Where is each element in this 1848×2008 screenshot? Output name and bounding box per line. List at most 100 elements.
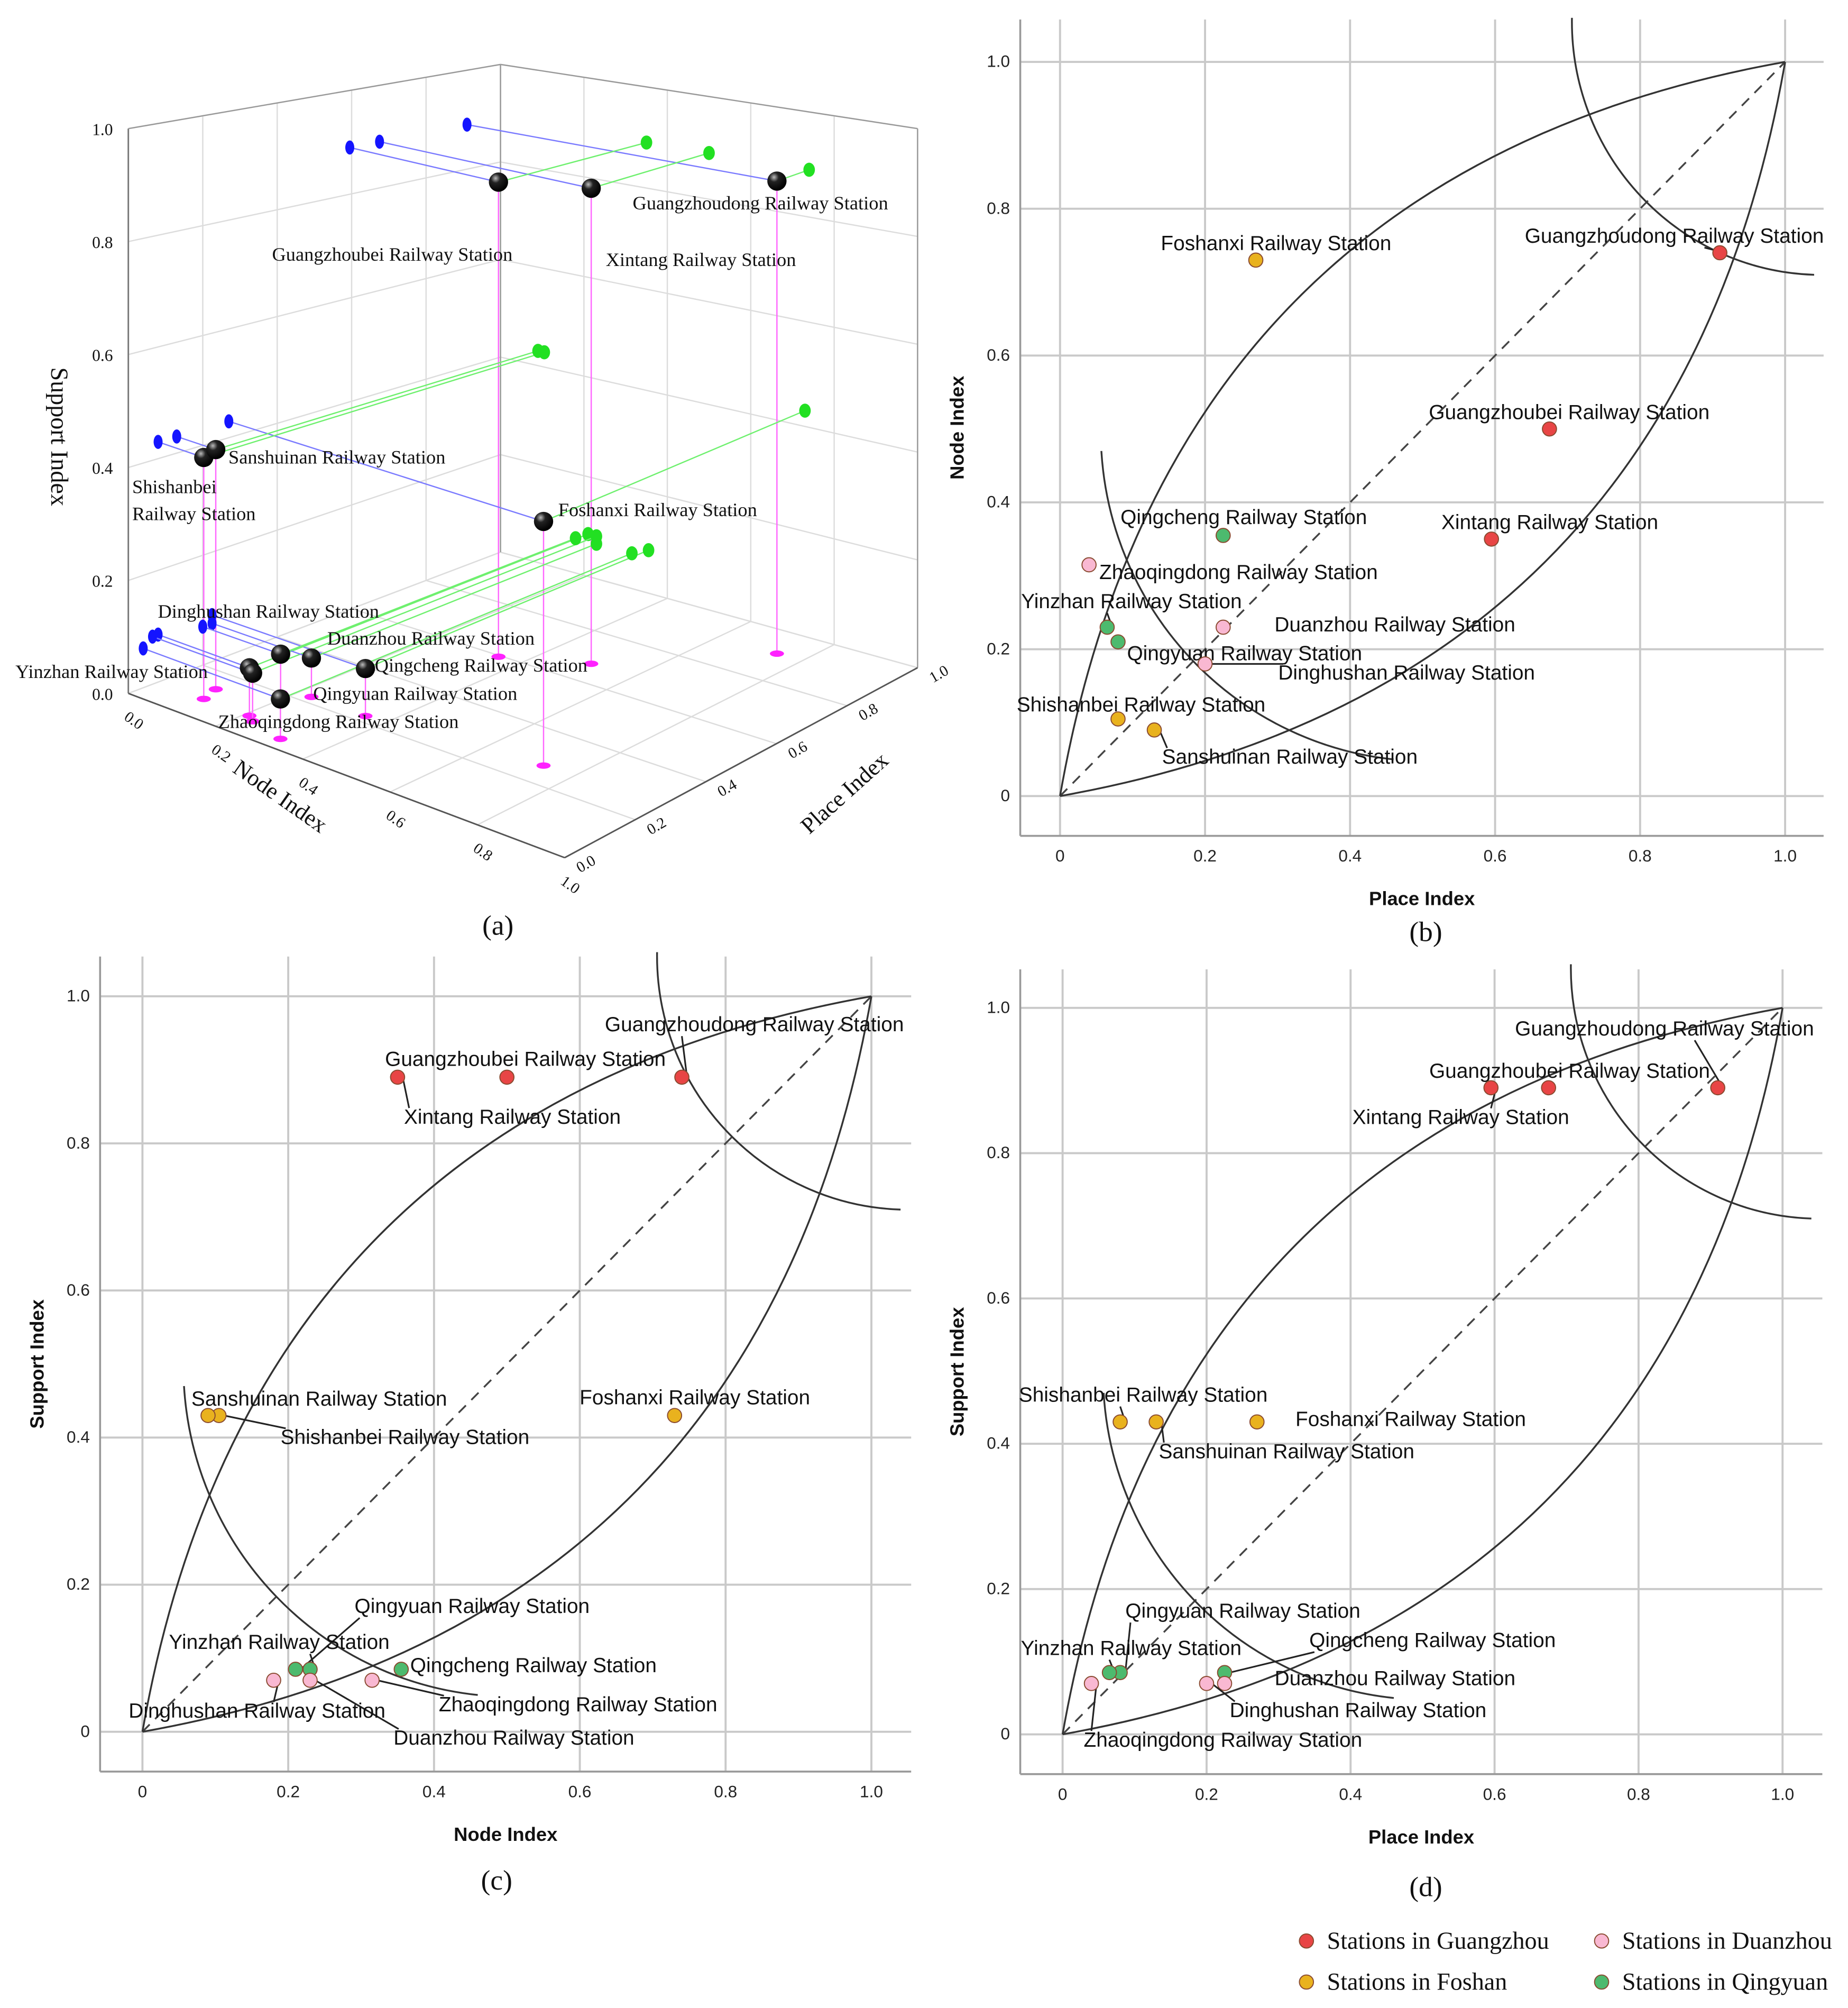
station-label: Foshanxi Railway Station	[1295, 1408, 1526, 1431]
projection-line-node-wall	[379, 141, 592, 189]
station-label-3d: Qingyuan Railway Station	[313, 683, 517, 704]
diagonal-line	[1062, 1007, 1783, 1735]
place-wall-projection-point	[642, 543, 655, 557]
label-leader-line	[300, 1617, 361, 1670]
x-tick-label: 0.2	[644, 814, 669, 838]
top-right-arc	[1571, 17, 1814, 276]
projection-line-node-wall	[466, 124, 777, 182]
station-label: Qingyuan Railway Station	[1127, 642, 1362, 665]
scatter-panel-c: 0 0 0.2 0.2 0.4 0.4 0.6 0.6 0.8 0.8 1.0 1.0 Node Ind…	[26, 952, 912, 1845]
projection-line-node-wall	[212, 614, 366, 670]
station-point	[302, 1672, 318, 1688]
y-axis-title: Support Index	[26, 1299, 48, 1429]
z-tick-label: 0.8	[92, 233, 113, 252]
box-edge	[128, 63, 501, 130]
y-tick-label: 0	[1001, 1724, 1010, 1743]
wall-gridline	[500, 161, 918, 237]
legend-label: Stations in Qingyuan	[1622, 1968, 1828, 1995]
wall-gridline	[128, 356, 501, 469]
station-sphere	[489, 172, 508, 192]
label-leader-line	[1090, 1683, 1098, 1731]
legend-marker	[1299, 1974, 1314, 1990]
x-tick-label: 0.8	[1629, 846, 1652, 865]
station-point	[390, 1069, 406, 1085]
y-tick-label: 1.0	[987, 52, 1010, 71]
y-tick-label: 1.0	[557, 873, 583, 897]
floor-gridline	[500, 551, 918, 668]
station-sphere	[271, 689, 290, 709]
floor-gridline	[477, 644, 835, 826]
station-point	[393, 1662, 409, 1677]
y-tick-label: 0	[80, 1721, 90, 1740]
station-point	[1110, 634, 1126, 650]
y-axis-title: Support Index	[946, 1307, 968, 1437]
z-tick-label: 0.0	[92, 685, 113, 703]
station-point	[674, 1069, 689, 1085]
label-leader-line	[402, 1077, 410, 1108]
place-wall-projection-point	[626, 546, 638, 561]
station-sphere	[206, 439, 226, 460]
projection-line-place-wall	[311, 543, 597, 659]
station-sphere	[243, 663, 262, 683]
y-tick-label: 1.0	[987, 997, 1010, 1016]
lower-boundary-curve	[1060, 61, 1786, 797]
station-point	[1484, 531, 1500, 547]
node-wall-projection-point	[207, 616, 217, 630]
station-point	[1542, 421, 1557, 437]
floor-projection-point	[770, 650, 784, 657]
station-point	[1197, 656, 1213, 672]
x-tick-label: 0.6	[785, 738, 811, 763]
bottom-left-arc	[1100, 451, 1394, 760]
station-label: Shishanbei Railway Station	[1019, 1384, 1268, 1407]
station-point	[1712, 245, 1727, 261]
projection-line-node-wall	[158, 634, 250, 668]
station-label: Yinzhan Railway Station	[1021, 590, 1242, 613]
station-sphere	[301, 648, 321, 668]
legend-label: Stations in Foshan	[1327, 1968, 1507, 1995]
station-point	[1083, 1676, 1099, 1691]
station-label: Dinghushan Railway Station	[1230, 1699, 1487, 1722]
station-point	[1217, 1676, 1233, 1691]
station-label: Dinghushan Railway Station	[1278, 662, 1535, 684]
top-right-arc	[656, 952, 901, 1211]
station-point	[499, 1069, 515, 1085]
y-tick-label: 0.8	[67, 1133, 90, 1152]
node-wall-projection-point	[139, 641, 148, 656]
scatter-panel-b: 0 0 0.2 0.2 0.4 0.4 0.6 0.6 0.8 0.8 1.0 1.0 Place In…	[946, 17, 1824, 910]
station-point	[1215, 528, 1231, 543]
node-wall-projection-point	[224, 414, 234, 429]
projection-line-node-wall	[350, 146, 499, 183]
station-sphere	[534, 511, 554, 531]
label-leader-line	[681, 1036, 688, 1078]
scatter3d-panel-a: 0.00.00.00.20.20.20.40.4 0.40.60.60.60.80…	[15, 63, 952, 897]
place-wall-projection-point	[703, 145, 715, 160]
station-label-3d: Guangzhoudong Railway Station	[633, 192, 888, 214]
legend-item: Stations in Guangzhou	[1299, 1927, 1549, 1954]
label-leader-line	[1694, 1040, 1724, 1088]
node-wall-projection-point	[345, 140, 354, 155]
station-label-3d: Foshanxi Railway Station	[558, 499, 757, 520]
station-point	[364, 1672, 380, 1688]
x-tick-label: 0	[1055, 846, 1065, 865]
station-label: Zhaoqingdong Railway Station	[439, 1693, 718, 1716]
station-label: Duanzhou Railway Station	[1275, 1667, 1515, 1690]
floor-projection-point	[491, 653, 506, 660]
z-tick-label: 0.4	[92, 459, 113, 478]
y-tick-label: 0.6	[987, 1288, 1010, 1307]
x-tick-label: 0.2	[1195, 1784, 1218, 1803]
station-label-3d: Xintang Railway Station	[606, 249, 796, 270]
projection-line-place-wall	[591, 152, 710, 189]
node-wall-projection-point	[375, 134, 384, 149]
station-label: Guangzhoudong Railway Station	[1515, 1017, 1814, 1040]
label-leader-line	[1124, 1622, 1132, 1673]
node-wall-projection-point	[148, 629, 157, 644]
projection-line-node-wall	[152, 636, 253, 674]
box-edge	[500, 63, 918, 130]
station-point	[1101, 1665, 1117, 1681]
legend-item: Stations in Foshan	[1299, 1968, 1507, 1995]
wall-gridline	[128, 259, 501, 355]
node-wall-projection-point	[198, 619, 207, 634]
station-sphere	[767, 171, 787, 191]
station-sphere	[355, 659, 375, 678]
